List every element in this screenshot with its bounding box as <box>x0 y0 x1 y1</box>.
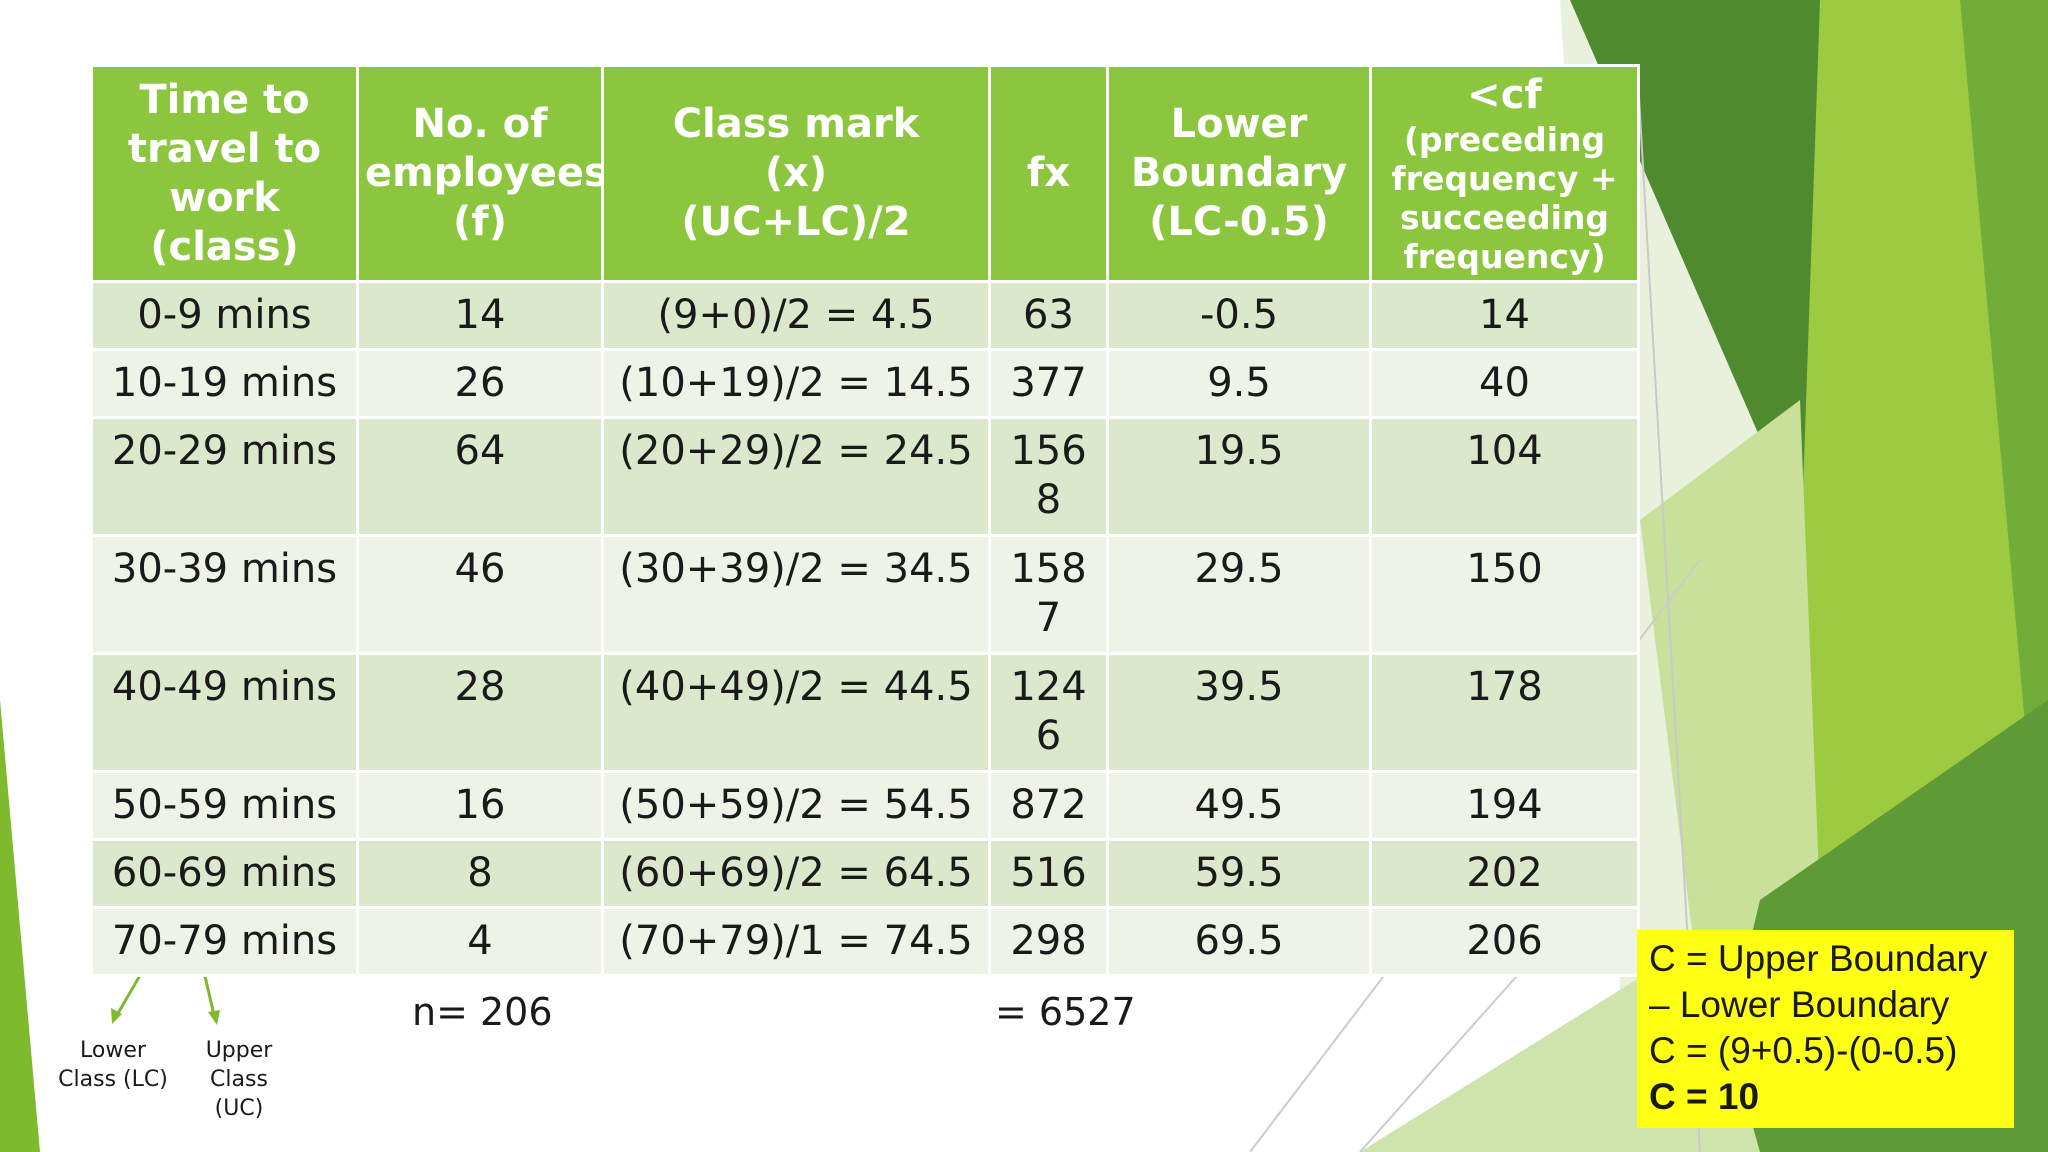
cell-cf: 150 <box>1369 534 1640 655</box>
header-frequency: No. of employees (f) <box>356 64 604 283</box>
note-line-2: – Lower Boundary <box>1649 984 1950 1025</box>
upper-class-label: Upper Class (UC) <box>205 1038 273 1121</box>
cell-fx: 298 <box>988 906 1109 977</box>
cell-lower-boundary: 9.5 <box>1106 348 1372 419</box>
class-width-note: C = Upper Boundary – Lower Boundary C = … <box>1637 930 2014 1128</box>
table-row: 60-69 mins 8 (60+69)/2 = 64.5 516 59.5 2… <box>90 838 1640 909</box>
table-row: 40-49 mins 28 (40+49)/2 = 44.5 124 6 39.… <box>90 652 1640 773</box>
cell-cf: 202 <box>1369 838 1640 909</box>
cell-class: 0-9 mins <box>90 280 359 351</box>
cell-lower-boundary: 39.5 <box>1106 652 1372 773</box>
cell-class: 60-69 mins <box>90 838 359 909</box>
cell-lower-boundary: 69.5 <box>1106 906 1372 977</box>
cell-class: 10-19 mins <box>90 348 359 419</box>
cell-lower-boundary: 49.5 <box>1106 770 1372 841</box>
total-n: n= 206 <box>412 990 553 1034</box>
cell-fx: 158 7 <box>988 534 1109 655</box>
cell-class: 40-49 mins <box>90 652 359 773</box>
cell-class: 50-59 mins <box>90 770 359 841</box>
header-lower-boundary: Lower Boundary (LC-0.5) <box>1106 64 1372 283</box>
table-row: 70-79 mins 4 (70+79)/1 = 74.5 298 69.5 2… <box>90 906 1640 977</box>
cell-class-mark: (60+69)/2 = 64.5 <box>601 838 991 909</box>
cell-frequency: 64 <box>356 416 604 537</box>
cell-fx: 63 <box>988 280 1109 351</box>
lc-arrow-line <box>115 971 144 1016</box>
cell-fx: 156 8 <box>988 416 1109 537</box>
header-fx: fx <box>988 64 1109 283</box>
cell-fx: 516 <box>988 838 1109 909</box>
cell-class-mark: (70+79)/1 = 74.5 <box>601 906 991 977</box>
cell-class: 20-29 mins <box>90 416 359 537</box>
table-row: 50-59 mins 16 (50+59)/2 = 54.5 872 49.5 … <box>90 770 1640 841</box>
table-row: 0-9 mins 14 (9+0)/2 = 4.5 63 -0.5 14 <box>90 280 1640 351</box>
cell-frequency: 16 <box>356 770 604 841</box>
header-class-mark: Class mark (x) (UC+LC)/2 <box>601 64 991 283</box>
cell-cf: 40 <box>1369 348 1640 419</box>
cell-fx: 377 <box>988 348 1109 419</box>
cell-frequency: 26 <box>356 348 604 419</box>
cell-class-mark: (9+0)/2 = 4.5 <box>601 280 991 351</box>
cell-frequency: 28 <box>356 652 604 773</box>
cell-fx: 872 <box>988 770 1109 841</box>
cell-frequency: 46 <box>356 534 604 655</box>
cell-cf: 194 <box>1369 770 1640 841</box>
cell-class: 30-39 mins <box>90 534 359 655</box>
uc-arrow-head <box>208 1010 220 1025</box>
cell-cf: 14 <box>1369 280 1640 351</box>
table-row: 10-19 mins 26 (10+19)/2 = 14.5 377 9.5 4… <box>90 348 1640 419</box>
cell-class-mark: (30+39)/2 = 34.5 <box>601 534 991 655</box>
thin-line-3 <box>1359 949 1541 1152</box>
lc-arrow-head <box>111 1008 122 1024</box>
uc-arrow-line <box>202 971 216 1016</box>
cell-class-mark: (20+29)/2 = 24.5 <box>601 416 991 537</box>
cell-cf: 104 <box>1369 416 1640 537</box>
cell-class-mark: (50+59)/2 = 54.5 <box>601 770 991 841</box>
total-fx: = 6527 <box>995 990 1136 1034</box>
left-green-facet <box>0 700 40 1152</box>
cell-cf: 206 <box>1369 906 1640 977</box>
cell-lower-boundary: 59.5 <box>1106 838 1372 909</box>
table-row: 20-29 mins 64 (20+29)/2 = 24.5 156 8 19.… <box>90 416 1640 537</box>
cell-class-mark: (10+19)/2 = 14.5 <box>601 348 991 419</box>
note-line-3: C = (9+0.5)-(0-0.5) <box>1649 1030 1958 1071</box>
cell-frequency: 14 <box>356 280 604 351</box>
table-header-row: Time to travel to work (class) No. of em… <box>90 64 1640 283</box>
header-cumulative-frequency: <cf (preceding frequency + succeeding fr… <box>1369 64 1640 283</box>
cell-lower-boundary: 19.5 <box>1106 416 1372 537</box>
lower-class-label: Lower Class (LC) <box>58 1038 168 1092</box>
cell-class-mark: (40+49)/2 = 44.5 <box>601 652 991 773</box>
cell-cf: 178 <box>1369 652 1640 773</box>
cell-frequency: 4 <box>356 906 604 977</box>
header-class: Time to travel to work (class) <box>90 64 359 283</box>
cell-frequency: 8 <box>356 838 604 909</box>
cell-lower-boundary: 29.5 <box>1106 534 1372 655</box>
cell-fx: 124 6 <box>988 652 1109 773</box>
frequency-table: Time to travel to work (class) No. of em… <box>90 64 1640 977</box>
note-line-1: C = Upper Boundary <box>1649 938 1988 979</box>
note-line-4: C = 10 <box>1649 1076 1760 1117</box>
table-row: 30-39 mins 46 (30+39)/2 = 34.5 158 7 29.… <box>90 534 1640 655</box>
cell-class: 70-79 mins <box>90 906 359 977</box>
cell-lower-boundary: -0.5 <box>1106 280 1372 351</box>
